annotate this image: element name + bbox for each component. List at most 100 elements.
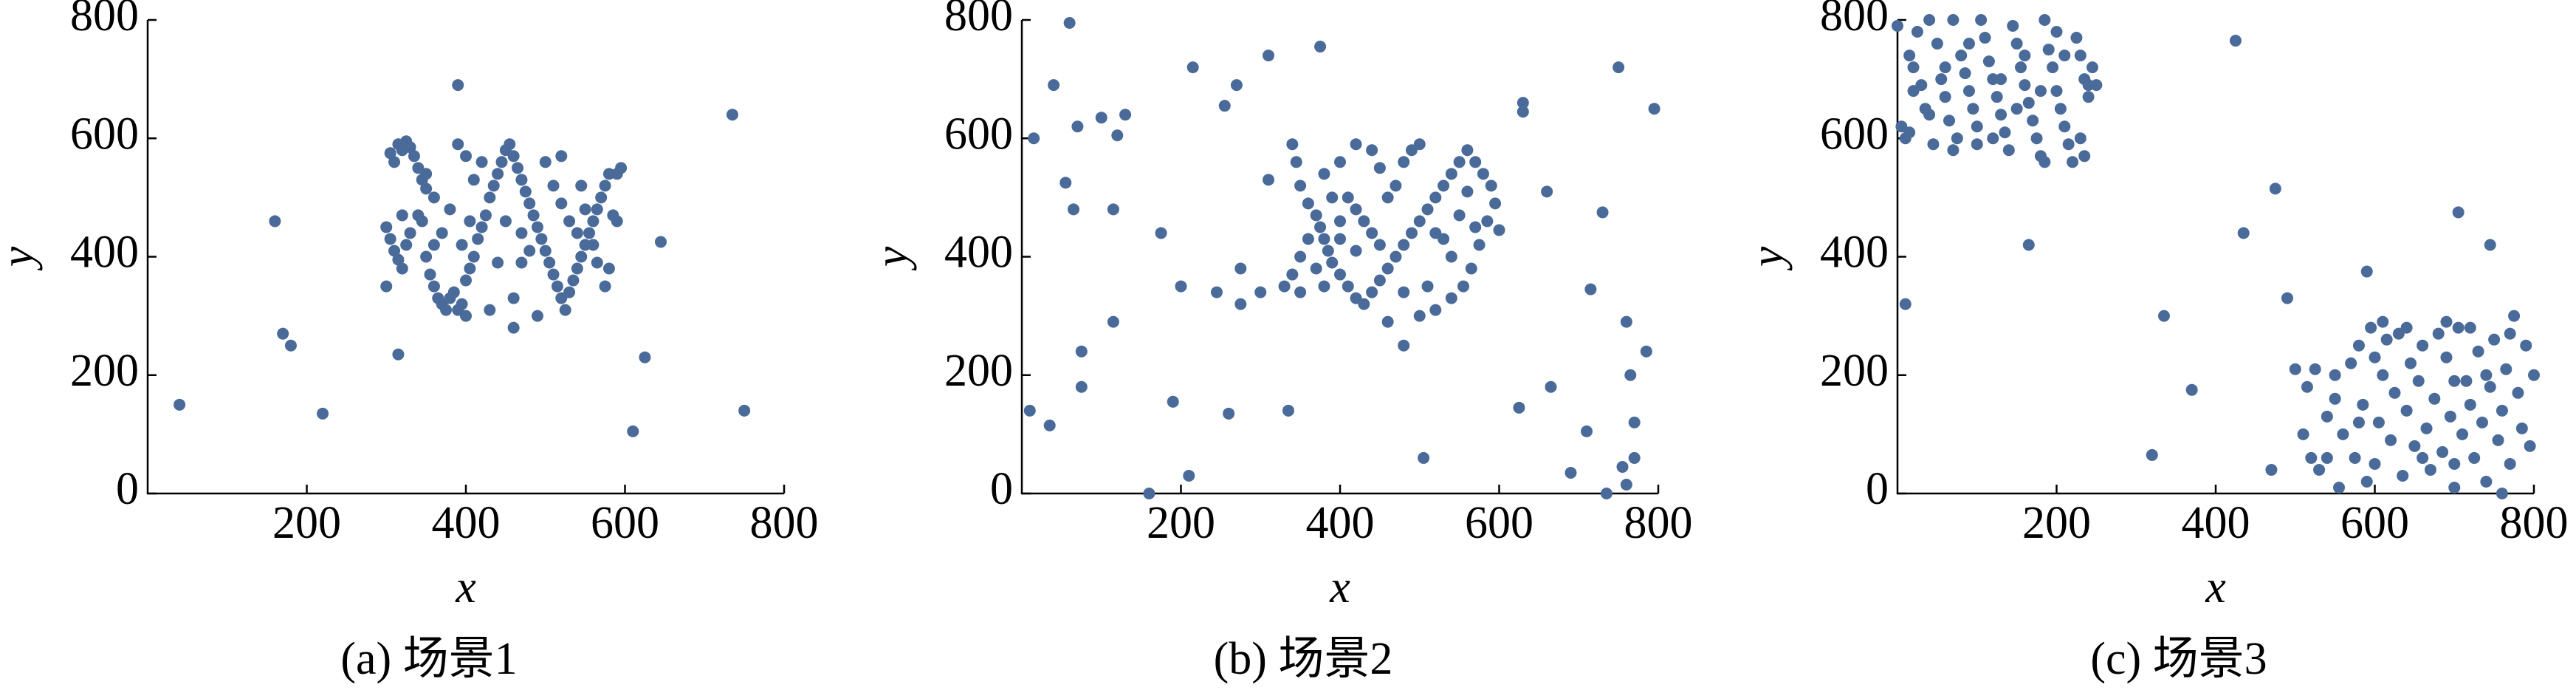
point — [467, 174, 480, 186]
point — [627, 425, 639, 437]
point — [1987, 132, 1999, 145]
point — [1286, 268, 1299, 281]
point — [1234, 298, 1247, 310]
point — [2360, 265, 2373, 278]
point — [475, 221, 488, 233]
point — [380, 280, 393, 293]
y-axis-label: y — [867, 246, 917, 271]
point — [2464, 321, 2476, 334]
point — [1398, 339, 1410, 352]
point — [2078, 150, 2091, 163]
point — [1493, 224, 1505, 236]
point — [1461, 185, 1474, 198]
point — [174, 398, 186, 411]
point — [416, 215, 428, 228]
point — [456, 239, 468, 251]
point — [2397, 469, 2409, 482]
x-tick-label: 200 — [2022, 498, 2091, 548]
point — [1167, 395, 1179, 408]
point — [1326, 191, 1339, 204]
point — [388, 245, 401, 257]
x-axis-label: x — [2205, 562, 2226, 612]
point — [1485, 180, 1497, 192]
point — [427, 239, 440, 251]
subplot-caption: (b) 场景2 — [1214, 634, 1393, 684]
subplot: 0 200 400 600 800 200 400 600 800 x y (c) 场景3 — [1742, 0, 2568, 684]
point — [1358, 298, 1370, 310]
point — [591, 203, 603, 216]
point — [396, 209, 408, 222]
point — [2369, 457, 2381, 470]
point — [2321, 410, 2333, 423]
point — [2417, 339, 2429, 352]
point — [1565, 466, 1577, 479]
point — [591, 256, 603, 269]
point — [587, 215, 600, 228]
point — [563, 286, 576, 298]
point — [2333, 481, 2346, 493]
point — [1971, 138, 1983, 151]
point — [384, 233, 396, 245]
point — [1982, 55, 1995, 68]
point — [464, 262, 476, 275]
point — [2185, 383, 2198, 396]
point — [1465, 262, 1477, 275]
point — [1513, 401, 1525, 414]
point — [639, 351, 651, 363]
point — [575, 180, 588, 192]
point — [452, 79, 464, 92]
point — [2440, 351, 2453, 363]
y-tick-label: 0 — [1866, 464, 1889, 514]
x-tick-label: 400 — [2182, 498, 2250, 548]
point — [392, 348, 405, 361]
point — [507, 292, 520, 304]
point — [460, 274, 472, 287]
point — [1545, 380, 1557, 393]
point — [2528, 369, 2540, 381]
point — [396, 262, 408, 275]
point — [2305, 451, 2318, 464]
point — [1405, 227, 1418, 239]
point — [2417, 451, 2429, 464]
point — [1234, 262, 1247, 275]
point — [1413, 138, 1426, 151]
point — [1063, 17, 1076, 30]
point — [1995, 73, 2007, 86]
point — [2074, 132, 2086, 145]
point — [499, 215, 512, 228]
point — [1429, 304, 1442, 316]
point — [1381, 315, 1394, 328]
point — [484, 191, 496, 204]
y-tick-label: 0 — [990, 464, 1013, 514]
x-tick-label: 200 — [272, 498, 341, 548]
point — [2010, 103, 2023, 115]
point — [571, 262, 583, 275]
point — [1962, 38, 1975, 50]
point — [1931, 38, 1943, 50]
point — [1294, 250, 1307, 263]
point — [2054, 103, 2067, 115]
point — [1358, 215, 1370, 228]
point — [1143, 488, 1155, 499]
point — [472, 233, 484, 245]
point — [1999, 126, 2011, 139]
x-tick-label: 200 — [1147, 498, 1215, 548]
point — [2289, 363, 2301, 375]
x-axis-label: x — [1329, 562, 1350, 612]
point — [1302, 197, 1314, 210]
point — [1318, 233, 1330, 245]
point — [2007, 20, 2019, 33]
point — [1628, 451, 1641, 464]
x-axis-label: x — [455, 562, 476, 612]
point — [444, 203, 456, 216]
point — [2070, 32, 2083, 44]
point — [1310, 209, 1322, 222]
point — [602, 262, 615, 275]
point — [2404, 357, 2417, 369]
point — [284, 339, 297, 352]
point — [1438, 180, 1450, 192]
point — [1616, 460, 1629, 473]
point — [1318, 168, 1330, 180]
point — [479, 209, 492, 222]
point — [2352, 416, 2365, 428]
